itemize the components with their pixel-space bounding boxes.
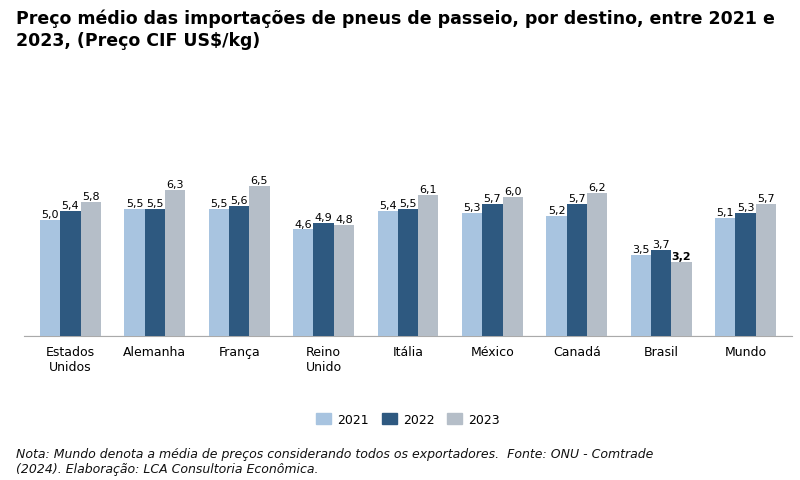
Bar xyxy=(60,212,81,336)
Text: 6,1: 6,1 xyxy=(419,184,437,194)
Text: 4,9: 4,9 xyxy=(314,212,333,222)
Bar xyxy=(334,226,354,336)
Bar xyxy=(229,207,250,336)
Bar xyxy=(398,209,418,336)
Text: 4,8: 4,8 xyxy=(335,215,353,225)
Bar xyxy=(378,212,398,336)
Text: 5,0: 5,0 xyxy=(42,210,59,220)
Text: 6,5: 6,5 xyxy=(250,175,268,185)
Bar xyxy=(81,203,101,336)
Text: 5,7: 5,7 xyxy=(568,194,586,204)
Bar xyxy=(631,255,651,336)
Text: 4,6: 4,6 xyxy=(294,219,312,229)
Bar xyxy=(756,204,776,336)
Text: 5,6: 5,6 xyxy=(230,196,248,206)
Text: 5,4: 5,4 xyxy=(62,201,79,211)
Text: 5,7: 5,7 xyxy=(483,194,502,204)
Text: Nota: Mundo denota a média de preços considerando todos os exportadores.  Fonte:: Nota: Mundo denota a média de preços con… xyxy=(16,447,654,475)
Bar xyxy=(145,209,165,336)
Bar xyxy=(482,204,502,336)
Text: 5,4: 5,4 xyxy=(379,201,397,211)
Text: 6,0: 6,0 xyxy=(504,187,522,197)
Text: 5,5: 5,5 xyxy=(210,198,228,208)
Text: 5,1: 5,1 xyxy=(717,207,734,217)
Bar xyxy=(735,214,756,336)
Bar xyxy=(209,209,229,336)
Bar xyxy=(715,218,735,336)
Bar xyxy=(250,186,270,336)
Bar xyxy=(40,221,60,336)
Text: 5,5: 5,5 xyxy=(126,198,143,208)
Text: 5,5: 5,5 xyxy=(399,198,417,208)
Bar xyxy=(418,195,438,336)
Bar xyxy=(314,223,334,336)
Bar xyxy=(165,191,185,336)
Bar xyxy=(294,230,314,336)
Text: 3,5: 3,5 xyxy=(632,244,650,254)
Bar xyxy=(546,216,566,336)
Text: 5,5: 5,5 xyxy=(146,198,163,208)
Text: 6,2: 6,2 xyxy=(588,182,606,192)
Bar xyxy=(502,198,522,336)
Bar xyxy=(566,204,587,336)
Bar xyxy=(651,251,671,336)
Bar xyxy=(462,214,482,336)
Bar xyxy=(125,209,145,336)
Text: 5,3: 5,3 xyxy=(463,203,481,213)
Text: 5,2: 5,2 xyxy=(548,205,566,215)
Text: 3,2: 3,2 xyxy=(672,252,691,261)
Text: 6,3: 6,3 xyxy=(166,180,184,190)
Text: 3,7: 3,7 xyxy=(652,240,670,250)
Bar xyxy=(587,193,607,336)
Text: 5,7: 5,7 xyxy=(757,194,774,204)
Bar xyxy=(671,262,691,336)
Text: 5,8: 5,8 xyxy=(82,192,99,202)
Text: Preço médio das importações de pneus de passeio, por destino, entre 2021 e
2023,: Preço médio das importações de pneus de … xyxy=(16,10,775,50)
Legend: 2021, 2022, 2023: 2021, 2022, 2023 xyxy=(311,408,505,431)
Text: 5,3: 5,3 xyxy=(737,203,754,213)
